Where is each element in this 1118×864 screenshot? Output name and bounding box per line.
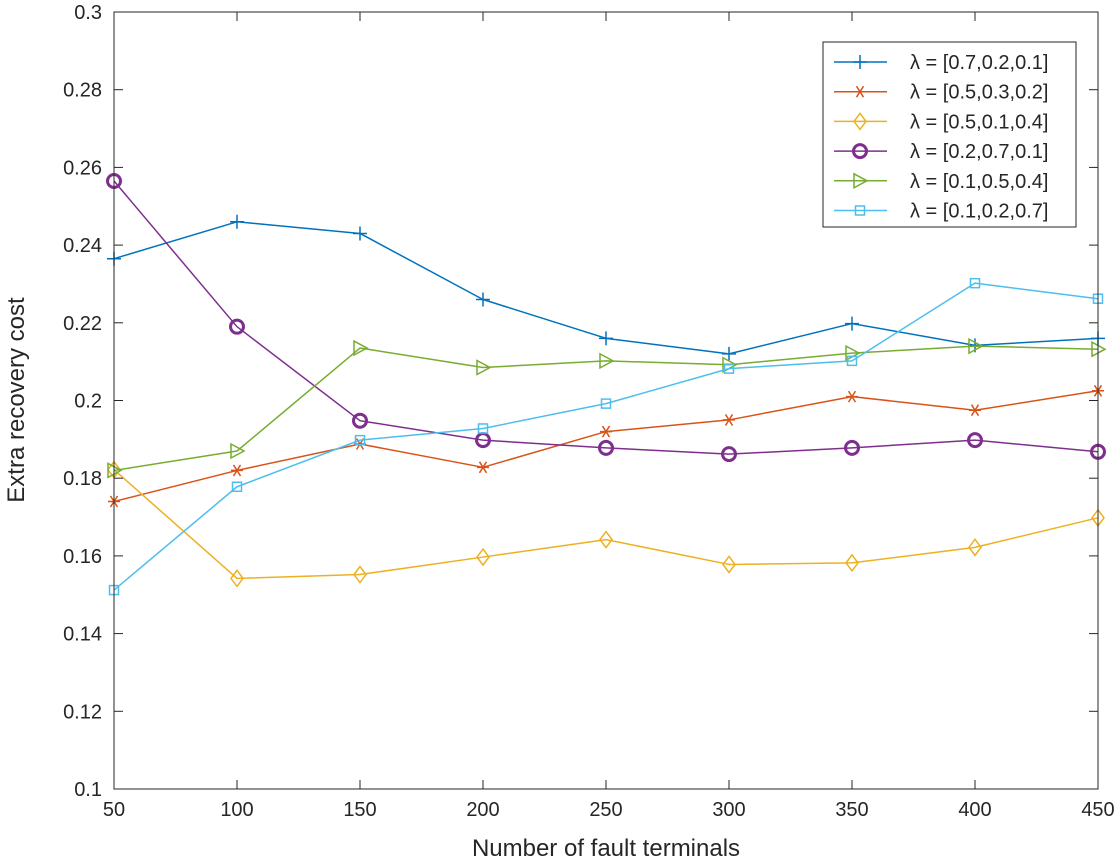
- data-point: [600, 398, 612, 409]
- data-point: [353, 339, 369, 357]
- y-tick-label: 0.3: [74, 2, 102, 24]
- x-tick-label: 400: [958, 799, 991, 821]
- legend-marker: [853, 55, 867, 69]
- data-point: [229, 318, 245, 335]
- data-point: [352, 412, 368, 429]
- y-tick-label: 0.14: [63, 624, 102, 646]
- legend-label: λ = [0.7,0.2,0.1]: [910, 52, 1048, 74]
- data-point: [354, 434, 366, 446]
- data-point: [722, 555, 736, 574]
- data-point: [230, 214, 244, 229]
- x-tick-label: 450: [1081, 799, 1114, 821]
- data-point: [230, 442, 246, 460]
- legend-label: λ = [0.1,0.5,0.4]: [910, 171, 1048, 193]
- data-point: [969, 277, 981, 289]
- data-point: [723, 363, 735, 374]
- data-point: [477, 461, 489, 474]
- x-tick-label: 250: [589, 799, 622, 821]
- legend-entry: λ = [0.5,0.1,0.4]: [834, 111, 1048, 133]
- data-point: [353, 226, 367, 241]
- y-tick-label: 0.1: [74, 779, 102, 801]
- data-point: [598, 439, 614, 456]
- legend-entry: λ = [0.7,0.2,0.1]: [834, 52, 1048, 74]
- x-tick-label: 200: [466, 799, 499, 821]
- x-tick-label: 150: [343, 799, 376, 821]
- data-point: [599, 530, 613, 549]
- y-tick-label: 0.12: [63, 701, 102, 723]
- data-point: [844, 439, 860, 456]
- data-point: [967, 432, 983, 449]
- y-tick-label: 0.22: [63, 313, 102, 335]
- y-tick-label: 0.16: [63, 546, 102, 568]
- legend-marker: [852, 143, 868, 160]
- data-point: [722, 346, 736, 361]
- data-point: [599, 331, 613, 346]
- legend-label: λ = [0.2,0.7,0.1]: [910, 141, 1048, 163]
- legend-label: λ = [0.5,0.3,0.2]: [910, 82, 1048, 104]
- data-point: [968, 538, 982, 557]
- y-tick-label: 0.28: [63, 80, 102, 102]
- legend-marker: [853, 172, 869, 190]
- data-point: [477, 423, 489, 434]
- y-tick-label: 0.26: [63, 157, 102, 179]
- series-line: [113, 469, 1099, 580]
- legend-entry: λ = [0.5,0.3,0.2]: [834, 82, 1048, 104]
- data-point: [231, 464, 243, 477]
- x-tick-label: 300: [712, 799, 745, 821]
- x-axis-ticks: 50 100 150 200 250 300 350 400 450: [103, 12, 1115, 821]
- data-point: [600, 425, 612, 438]
- data-point: [231, 481, 243, 492]
- legend-entry: λ = [0.1,0.2,0.7]: [834, 201, 1048, 223]
- data-point: [353, 565, 367, 584]
- y-axis-title: Extra recovery cost: [3, 297, 30, 503]
- legend-label: λ = [0.1,0.2,0.7]: [910, 201, 1048, 223]
- data-point: [845, 553, 859, 573]
- data-point: [476, 547, 490, 567]
- data-point: [969, 404, 981, 417]
- legend: λ = [0.7,0.2,0.1] λ = [0.5,0.3,0.2] λ = [0…: [822, 41, 1077, 228]
- data-point: [599, 352, 615, 370]
- legend-entry: λ = [0.2,0.7,0.1]: [834, 141, 1048, 163]
- legend-label: λ = [0.5,0.1,0.4]: [910, 111, 1048, 133]
- series-line: [113, 345, 1099, 472]
- data-point: [721, 446, 737, 463]
- x-axis-title: Number of fault terminals: [472, 835, 740, 862]
- y-tick-label: 0.24: [63, 235, 102, 257]
- legend-marker: [854, 85, 866, 98]
- legend-entry: λ = [0.1,0.5,0.4]: [834, 171, 1048, 193]
- data-point: [968, 337, 984, 355]
- data-point: [846, 355, 858, 367]
- data-point: [846, 390, 858, 403]
- y-tick-label: 0.2: [74, 391, 102, 413]
- data-point: [476, 359, 492, 376]
- y-axis-ticks: 0.1 0.12 0.14 0.16 0.18 0.2 0.22 0.24 0.26 0.28 0.…: [63, 2, 1098, 801]
- data-point: [476, 292, 490, 307]
- x-tick-label: 350: [835, 799, 868, 821]
- y-tick-label: 0.18: [63, 468, 102, 490]
- x-tick-label: 50: [103, 799, 125, 821]
- legend-marker: [854, 205, 866, 216]
- legend-box: [822, 41, 1077, 228]
- data-point: [845, 316, 859, 331]
- series-line: [113, 282, 1099, 591]
- x-tick-label: 100: [220, 799, 253, 821]
- series-line: [113, 180, 1099, 455]
- series-6: [108, 277, 1104, 596]
- data-point: [230, 569, 244, 588]
- legend-marker: [853, 112, 867, 131]
- data-point: [723, 414, 735, 426]
